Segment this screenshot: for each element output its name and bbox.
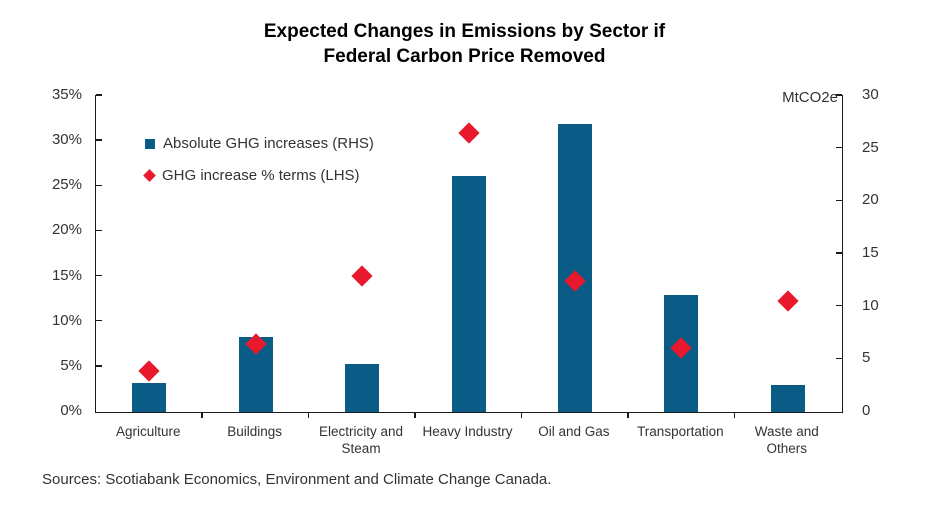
x-axis-label-buildings: Buildings	[227, 424, 283, 439]
left-axis-tick-label: 20%	[51, 221, 82, 239]
left-axis-tick	[96, 184, 102, 187]
chart-title: Expected Changes in Emissions by Sector …	[0, 19, 929, 69]
legend-label-diamonds: GHG increase % terms (LHS)	[162, 167, 360, 184]
bar-agriculture	[132, 382, 167, 412]
right-axis-tick	[836, 199, 842, 202]
left-axis-tick-label: 30%	[51, 131, 82, 149]
right-axis-tick	[836, 94, 842, 96]
source-note: Sources: Scotiabank Economics, Environme…	[42, 471, 552, 488]
right-axis-tick	[836, 146, 842, 149]
right-axis-tick-label: 0	[862, 402, 871, 419]
left-axis-tick	[96, 139, 102, 141]
bar-electricity-and-steam	[345, 363, 380, 412]
right-axis-tick-label: 15	[862, 244, 879, 261]
bar-series-swatch-icon	[145, 138, 155, 149]
x-axis-tick	[201, 413, 203, 418]
x-axis-label-electricity-and-steam: Electricity and Steam	[319, 424, 404, 456]
legend-label-bars: Absolute GHG increases (RHS)	[163, 135, 374, 152]
right-axis-tick-label: 30	[862, 86, 879, 103]
x-axis-label-oil-and-gas: Oil and Gas	[538, 424, 610, 439]
diamond-heavy-industry	[457, 122, 480, 144]
right-axis-tick-label: 5	[862, 349, 871, 367]
plot-area	[95, 94, 843, 413]
right-axis-tick	[836, 252, 842, 254]
x-axis-label-transportation: Transportation	[637, 424, 724, 439]
diamond-waste-and-others	[777, 290, 799, 312]
right-axis-tick	[836, 304, 842, 307]
right-axis-tick	[836, 357, 842, 360]
left-axis-tick	[96, 274, 102, 277]
chart-legend: Absolute GHG increases (RHS) GHG increas…	[143, 134, 374, 198]
right-axis-tick-label: 25	[862, 138, 879, 156]
diamond-electricity-and-steam	[351, 265, 373, 288]
x-axis-label-agriculture: Agriculture	[115, 424, 181, 439]
x-axis-tick	[414, 413, 416, 418]
left-axis-tick-label: 15%	[51, 266, 82, 284]
left-axis-tick-label: 5%	[60, 356, 82, 374]
left-axis-tick	[96, 229, 102, 232]
bar-oil-and-gas	[557, 124, 592, 412]
x-axis-tick	[307, 413, 310, 418]
left-axis-tick	[96, 365, 102, 367]
legend-item-diamonds: GHG increase % terms (LHS)	[143, 166, 374, 185]
right-axis-unit-label: MtCO2e	[782, 89, 838, 106]
chart-title-line1: Expected Changes in Emissions by Sector …	[263, 21, 666, 42]
x-axis-label-heavy-industry: Heavy Industry	[422, 424, 513, 439]
right-axis-tick-label: 20	[862, 191, 879, 209]
bar-waste-and-others	[770, 384, 805, 412]
left-axis-tick	[96, 94, 102, 96]
legend-item-bars: Absolute GHG increases (RHS)	[145, 134, 374, 153]
left-axis-tick-label: 25%	[51, 176, 82, 194]
right-axis-tick-label: 10	[862, 296, 879, 314]
left-axis-tick-label: 35%	[51, 86, 82, 103]
chart-title-line2: Federal Carbon Price Removed	[323, 46, 606, 67]
diamond-agriculture	[138, 360, 160, 382]
x-axis-tick	[733, 413, 736, 418]
x-axis-label-waste-and-others: Waste and Others	[754, 424, 819, 456]
left-axis-tick-label: 0%	[60, 402, 82, 419]
x-axis-tick	[627, 413, 629, 418]
diamond-series-swatch-icon	[143, 169, 156, 182]
left-axis-tick-label: 10%	[51, 311, 82, 329]
left-axis-tick	[96, 319, 102, 322]
bar-heavy-industry	[451, 176, 486, 412]
x-axis-tick	[520, 413, 523, 418]
